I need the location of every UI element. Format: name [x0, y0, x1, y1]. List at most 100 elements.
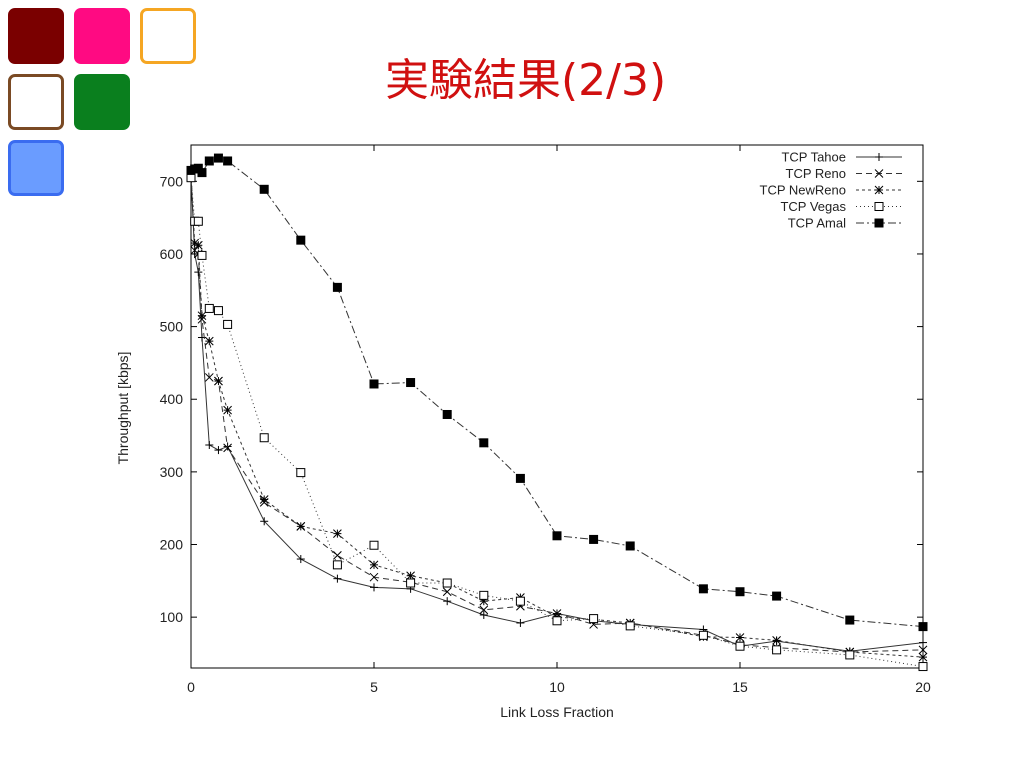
x-tick-label: 5: [370, 679, 378, 695]
y-tick: 500: [160, 319, 923, 335]
data-point: [197, 168, 207, 178]
x-tick-label: 0: [187, 679, 195, 695]
y-tick: 200: [160, 537, 923, 553]
data-point: [919, 638, 927, 647]
tile-pink: [74, 8, 130, 64]
y-tick: 600: [160, 246, 923, 262]
data-point: [735, 587, 745, 597]
tile-orange-outline: [140, 8, 196, 64]
data-point: [223, 319, 233, 329]
data-point: [625, 621, 635, 631]
data-point: [589, 534, 599, 544]
data-point: [204, 156, 214, 166]
data-point: [204, 336, 214, 346]
data-point: [369, 560, 379, 570]
data-point: [197, 311, 207, 321]
legend-entry: TCP NewReno: [760, 183, 902, 198]
data-point: [333, 529, 342, 538]
data-point: [205, 440, 214, 449]
slide-title: 実験結果(2/3): [385, 55, 667, 106]
data-point: [296, 235, 306, 245]
legend-label: TCP Tahoe: [781, 150, 846, 165]
data-point: [406, 578, 416, 588]
legend-label: TCP Amal: [788, 216, 846, 231]
data-point: [190, 249, 199, 258]
data-point: [259, 495, 269, 504]
data-point: [698, 584, 708, 594]
data-point: [370, 583, 378, 592]
x-tick-label: 20: [915, 679, 931, 695]
data-point: [772, 591, 782, 601]
legend-entry: TCP Tahoe: [781, 150, 902, 165]
data-point: [589, 614, 599, 624]
x-tick: 5: [370, 145, 378, 695]
y-tick-label: 700: [160, 173, 184, 189]
data-point: [194, 268, 203, 277]
x-tick: 10: [549, 145, 565, 695]
data-point: [213, 306, 223, 316]
data-point: [197, 333, 206, 342]
data-point: [479, 610, 488, 619]
data-point: [918, 662, 928, 672]
y-tick: 300: [160, 464, 923, 480]
y-axis-label: Throughput [kbps]: [115, 352, 131, 465]
data-point: [193, 240, 203, 250]
data-point: [204, 303, 214, 313]
legend-marker: [875, 153, 883, 161]
data-point: [442, 587, 452, 597]
x-tick: 0: [187, 145, 195, 695]
y-tick-label: 400: [160, 391, 184, 407]
series-tcp-amal: [186, 153, 928, 632]
legend-marker: [874, 185, 884, 195]
y-tick-label: 200: [160, 537, 184, 553]
legend-label: TCP Reno: [786, 166, 846, 181]
data-point: [214, 376, 223, 386]
data-point: [223, 405, 232, 415]
legend-label: TCP NewReno: [760, 183, 846, 198]
chart-axes: 0 5 10 15 20 100 200 300 400 500 600 700: [160, 144, 931, 695]
series-tcp-vegas: [186, 173, 928, 672]
series-line: [190, 177, 924, 668]
data-point: [406, 571, 415, 581]
data-point: [369, 540, 379, 550]
data-point: [845, 650, 855, 660]
data-point: [332, 560, 342, 570]
y-tick-label: 300: [160, 464, 184, 480]
data-point: [193, 216, 203, 226]
legend-marker: [874, 202, 884, 211]
data-point: [918, 652, 928, 662]
x-axis-label: Link Loss Fraction: [500, 704, 614, 720]
y-tick-label: 100: [160, 609, 184, 625]
data-point: [296, 522, 306, 531]
data-point: [296, 468, 306, 478]
x-tick-label: 15: [732, 679, 748, 695]
data-point: [333, 551, 342, 560]
data-point: [735, 641, 745, 651]
data-point: [515, 473, 525, 483]
chart-series: [186, 153, 928, 672]
series-line: [190, 174, 924, 658]
legend-label: TCP Vegas: [780, 199, 846, 214]
data-point: [442, 409, 452, 419]
legend-entry: TCP Reno: [786, 166, 902, 181]
data-point: [333, 574, 342, 583]
y-tick-label: 600: [160, 246, 184, 262]
data-point: [918, 645, 928, 655]
data-point: [197, 250, 207, 260]
legend-entry: TCP Amal: [788, 216, 902, 231]
data-point: [625, 541, 635, 551]
x-tick-label: 10: [549, 679, 565, 695]
data-point: [698, 630, 708, 640]
data-point: [260, 517, 269, 526]
data-point: [214, 446, 223, 455]
data-point: [515, 596, 525, 606]
data-point: [296, 555, 305, 564]
data-point: [772, 645, 782, 655]
y-tick: 100: [160, 609, 923, 625]
data-point: [918, 622, 928, 632]
data-point: [259, 184, 269, 194]
legend-marker: [874, 169, 884, 178]
y-tick-label: 500: [160, 319, 184, 335]
data-point: [369, 379, 379, 389]
